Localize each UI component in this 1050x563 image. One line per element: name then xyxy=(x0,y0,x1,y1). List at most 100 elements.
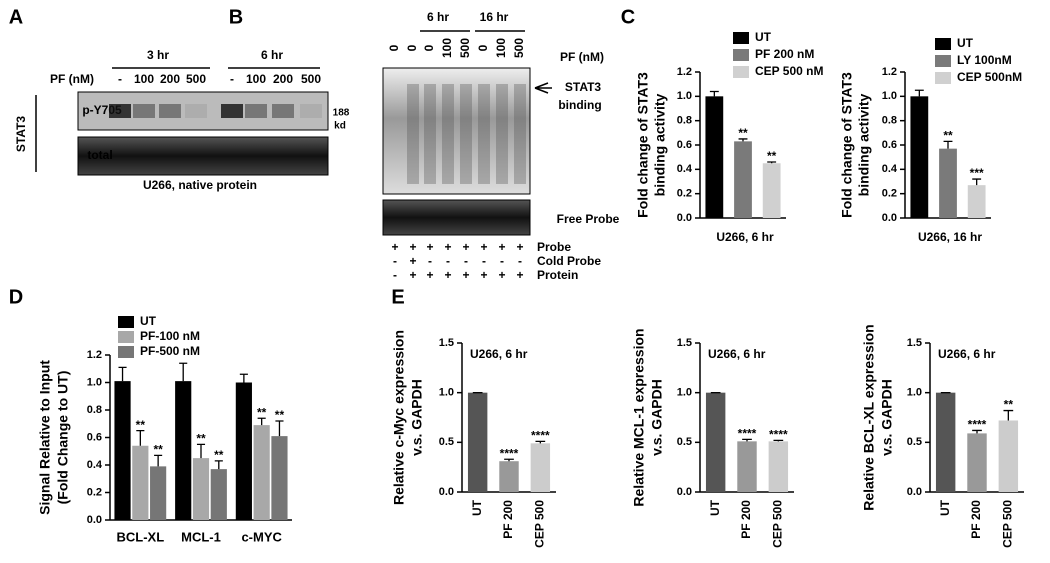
significance: ** xyxy=(1004,398,1014,412)
legend-swatch xyxy=(118,316,134,328)
condition-mark: + xyxy=(516,240,523,254)
condition-mark: + xyxy=(391,240,398,254)
condition-mark: + xyxy=(409,254,416,268)
blot-lane xyxy=(407,84,419,184)
y-tick-label: 1.5 xyxy=(439,337,454,349)
significance: *** xyxy=(970,166,984,180)
x-axis-label: U266, 6 hr xyxy=(716,230,774,244)
dose-label: PF (nM) xyxy=(560,50,604,64)
y-tick-label: 1.0 xyxy=(87,376,102,388)
bar xyxy=(175,381,192,520)
error-bar xyxy=(972,429,982,434)
bar xyxy=(705,96,724,218)
condition-mark: + xyxy=(462,268,469,282)
error-bar xyxy=(914,89,924,97)
bar xyxy=(734,141,752,218)
bar xyxy=(235,382,252,520)
blot-band xyxy=(133,104,155,118)
y-tick-label: 0.4 xyxy=(87,459,103,471)
legend-label: UT xyxy=(755,30,772,44)
lane-label: 100 xyxy=(494,38,508,58)
y-axis-label: (Fold Change to UT) xyxy=(55,371,71,505)
x-tick-label: UT xyxy=(470,499,484,516)
y-tick-label: 0.0 xyxy=(907,486,922,498)
y-axis-label: Signal Relative to Input xyxy=(37,360,53,515)
legend-swatch xyxy=(733,49,749,61)
bar xyxy=(253,425,270,520)
x-tick-label: c-MYC xyxy=(241,529,282,544)
blot-band xyxy=(109,104,131,118)
bar xyxy=(114,381,131,520)
condition-mark: - xyxy=(393,268,397,282)
condition-mark: + xyxy=(444,268,451,282)
condition-mark: + xyxy=(462,240,469,254)
significance: ** xyxy=(153,443,163,457)
significance: ** xyxy=(738,126,748,140)
significance: **** xyxy=(500,446,519,460)
bar xyxy=(935,392,956,492)
y-tick-label: 0.8 xyxy=(677,115,692,127)
caption: U266, native protein xyxy=(143,178,257,192)
condition-mark: - xyxy=(446,254,450,268)
condition-mark: + xyxy=(498,240,505,254)
condition-mark: - xyxy=(428,254,432,268)
legend-swatch xyxy=(733,32,749,44)
y-axis-label: Relative c-Myc expression xyxy=(391,330,407,505)
y-tick-label: 1.2 xyxy=(87,349,102,361)
bar xyxy=(150,466,167,520)
blot-lane xyxy=(424,84,436,184)
protein-label: STAT3 xyxy=(14,116,28,153)
condition-mark: + xyxy=(444,240,451,254)
lane-label: - xyxy=(118,72,122,86)
y-tick-label: 1.2 xyxy=(677,66,692,78)
y-tick-label: 0.8 xyxy=(882,115,897,127)
y-tick-label: 0.2 xyxy=(87,486,102,498)
bar xyxy=(192,458,210,520)
error-bar xyxy=(275,420,284,437)
bar xyxy=(998,420,1019,492)
x-tick-label: BCL-XL xyxy=(116,529,164,544)
y-tick-label: 0.8 xyxy=(87,404,102,416)
lane-label: 200 xyxy=(160,72,180,86)
annotation: U266, 6 hr xyxy=(938,347,996,361)
legend-label: UT xyxy=(140,314,157,328)
error-bar xyxy=(773,439,784,442)
time-label: 16 hr xyxy=(480,10,509,24)
time-label: 6 hr xyxy=(427,10,449,24)
legend-label: UT xyxy=(957,36,974,50)
blot-image xyxy=(77,136,329,176)
condition-mark: + xyxy=(426,240,433,254)
bar xyxy=(705,392,726,492)
size-label: 188 xyxy=(333,108,350,119)
y-tick-label: 0.5 xyxy=(439,436,454,448)
bar xyxy=(910,96,929,218)
x-tick-label: UT xyxy=(708,499,722,516)
legend-swatch xyxy=(118,346,134,358)
blot-lane xyxy=(514,84,526,184)
error-bar xyxy=(738,138,748,142)
panel-label: B xyxy=(229,6,243,28)
y-tick-label: 1.0 xyxy=(907,387,922,399)
panel-label: C xyxy=(621,6,635,28)
significance: ** xyxy=(767,149,777,163)
x-tick-label: CEP 500 xyxy=(771,500,785,548)
time-label: 6 hr xyxy=(261,48,283,62)
condition-mark: + xyxy=(498,268,505,282)
row-label: total xyxy=(87,148,112,162)
error-bar xyxy=(154,454,163,467)
size-label: kd xyxy=(334,121,346,132)
legend-label: PF-500 nM xyxy=(140,344,200,358)
blot-lane xyxy=(496,84,508,184)
y-tick-label: 0.0 xyxy=(677,486,692,498)
lane-label: 500 xyxy=(301,72,321,86)
condition-mark: + xyxy=(480,268,487,282)
lane-label: 0 xyxy=(405,44,419,51)
error-bar xyxy=(118,366,127,382)
lane-label: 500 xyxy=(186,72,206,86)
annotation: U266, 6 hr xyxy=(470,347,528,361)
time-label: 3 hr xyxy=(147,48,169,62)
blot-lane xyxy=(442,84,454,184)
x-tick-label: CEP 500 xyxy=(533,500,547,548)
legend-label: CEP 500 nM xyxy=(755,64,823,78)
